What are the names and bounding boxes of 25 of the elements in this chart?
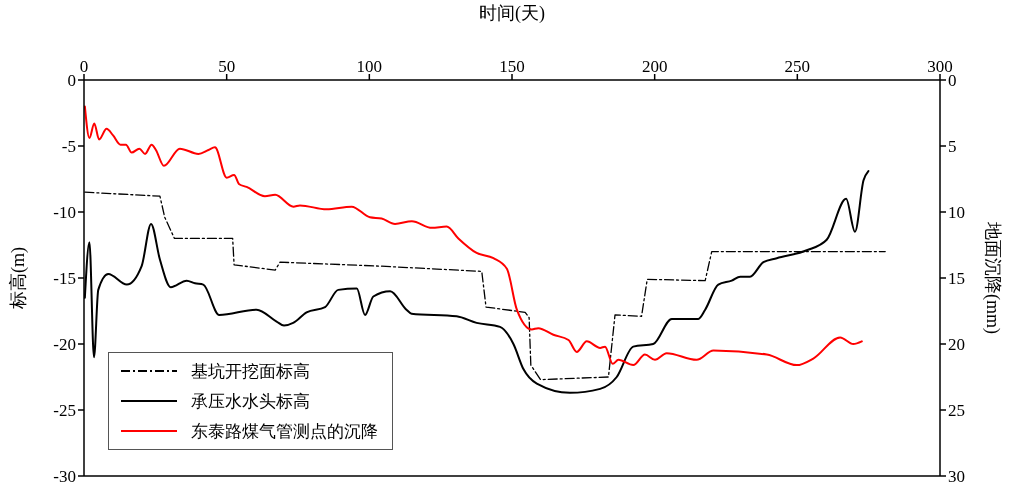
legend-label: 基坑开挖面标高 [191, 360, 310, 383]
y2-tick-label: 30 [948, 467, 965, 486]
x-tick-label: 0 [79, 57, 89, 76]
y2-axis-title: 地面沉降(mm) [981, 221, 1003, 334]
y-tick-label: -30 [53, 467, 76, 486]
y2-tick-label: 15 [948, 269, 965, 289]
y-tick-label: -15 [53, 269, 76, 289]
x-tick-label: 200 [641, 57, 668, 76]
y-tick-label: 0 [67, 71, 76, 91]
legend-label: 承压水水头标高 [191, 390, 310, 413]
x-axis-title: 时间(天) [479, 2, 545, 24]
y-tick-label: -5 [61, 137, 76, 157]
x-tick-label: 150 [499, 57, 525, 76]
legend-label: 东泰路煤气管测点的沉降 [191, 420, 378, 443]
x-tick-label: 250 [784, 57, 811, 76]
y-axis-title: 标高(m) [8, 247, 30, 310]
y2-tick-label: 5 [948, 137, 957, 157]
x-tick-label: 100 [356, 57, 383, 76]
y2-tick-label: 25 [948, 401, 965, 421]
y2-tick-label: 20 [948, 335, 965, 355]
y2-tick-label: 10 [948, 203, 965, 223]
y-tick-label: -25 [53, 401, 76, 421]
y-tick-label: -10 [53, 203, 76, 223]
y-tick-label: -20 [53, 335, 76, 355]
x-tick-label: 50 [218, 57, 236, 76]
